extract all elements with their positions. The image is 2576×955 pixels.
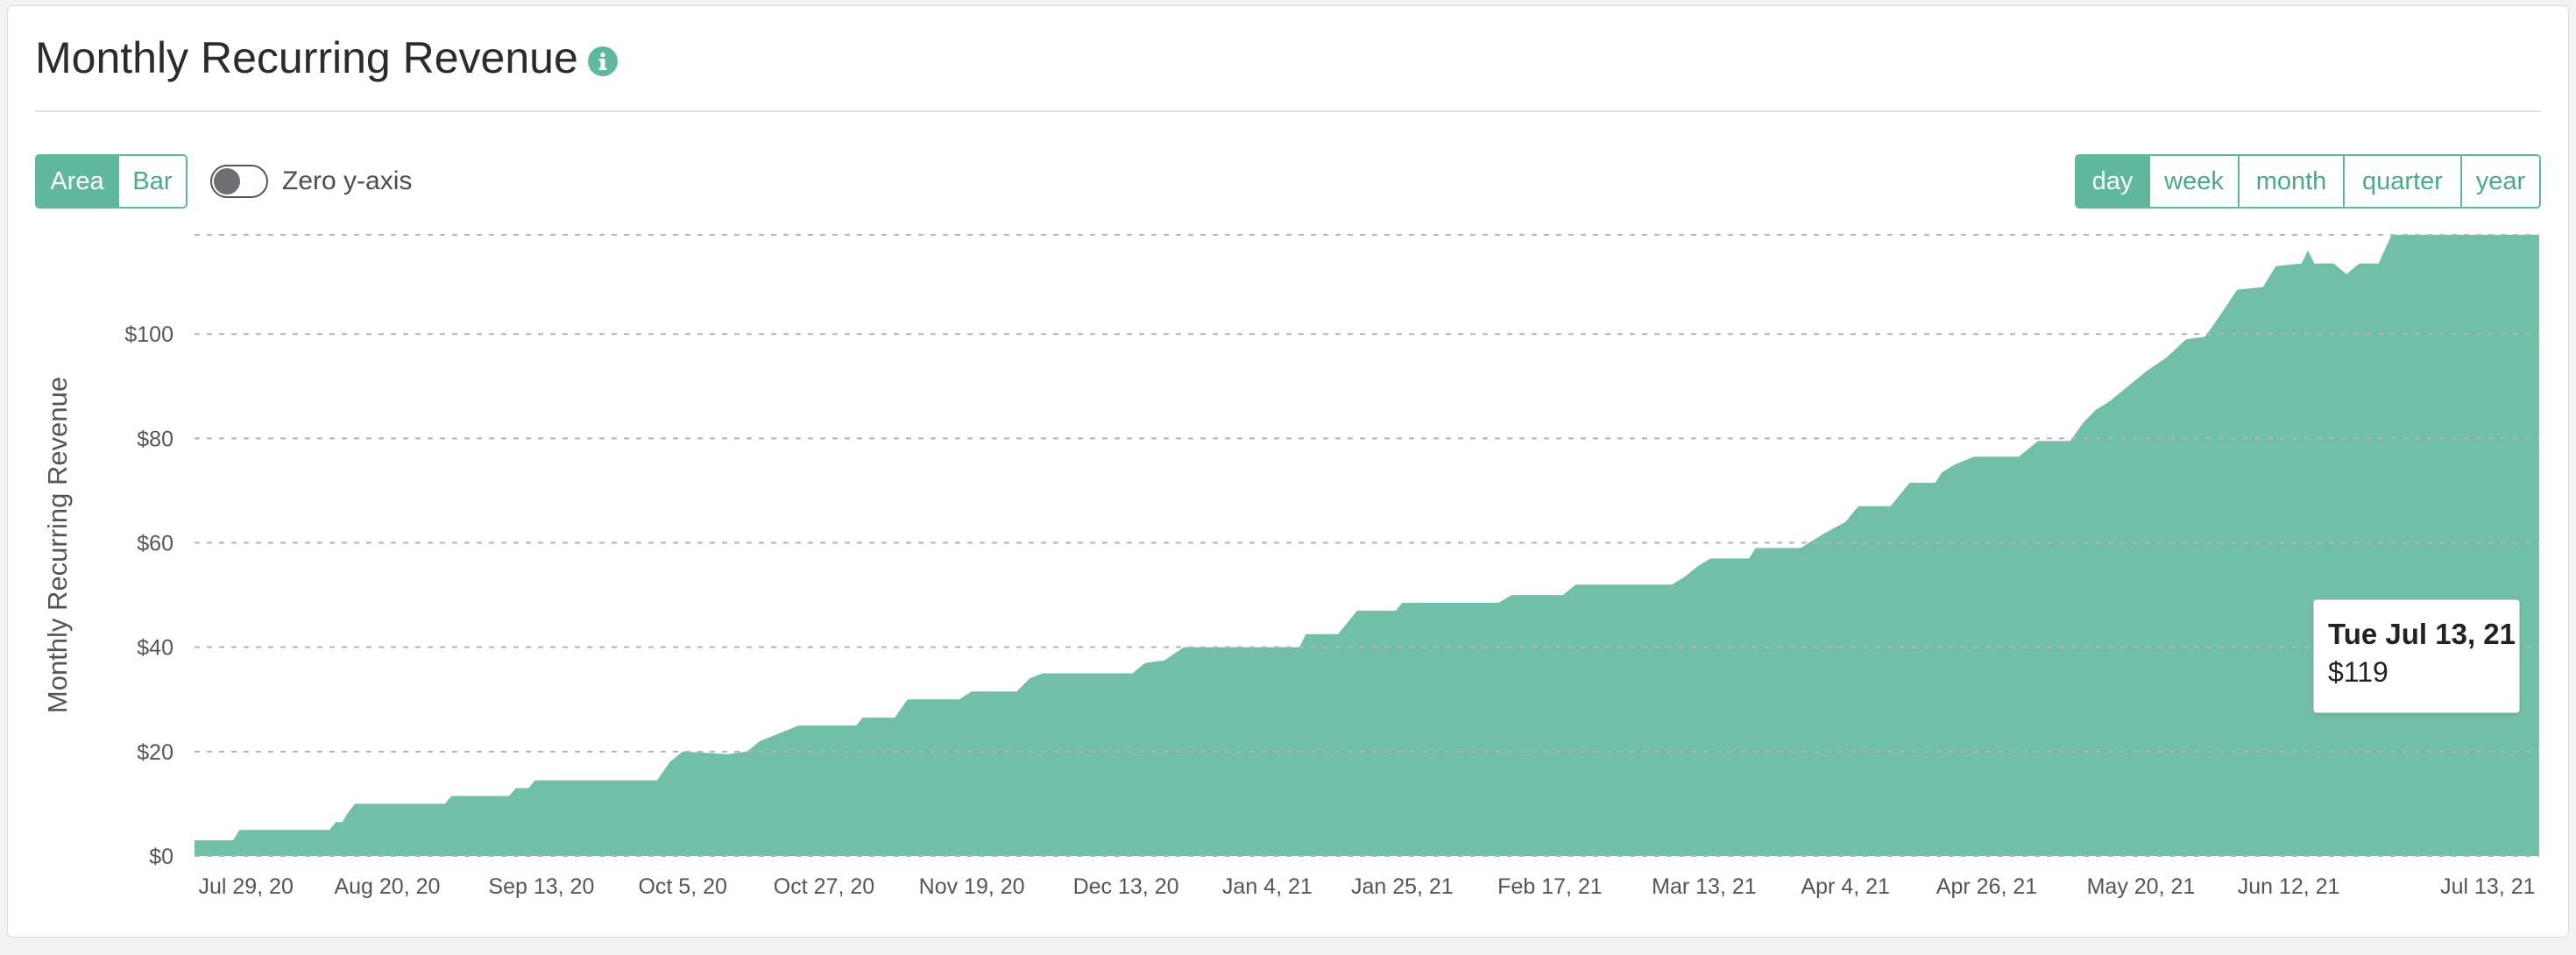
page-title: Monthly Recurring Revenue — [35, 33, 578, 82]
chart-tooltip: Tue Jul 13, 21 $119 — [2313, 599, 2520, 713]
interval-quarter-button[interactable]: quarter — [2345, 156, 2462, 207]
tooltip-value: $119 — [2328, 656, 2388, 688]
area-button[interactable]: Area — [37, 156, 119, 207]
chart-type-toggle: Area Bar — [35, 154, 188, 209]
info-icon[interactable] — [587, 46, 619, 77]
interval-year-button[interactable]: year — [2462, 156, 2539, 207]
interval-day-button[interactable]: day — [2077, 156, 2150, 207]
interval-month-button[interactable]: month — [2240, 156, 2345, 207]
interval-selector: day week month quarter year — [2075, 154, 2541, 209]
interval-week-button[interactable]: week — [2150, 156, 2240, 207]
bar-button[interactable]: Bar — [119, 156, 186, 207]
zero-y-axis-toggle[interactable] — [210, 165, 268, 198]
mrr-card — [7, 5, 2569, 937]
header-divider — [35, 110, 2541, 112]
tooltip-date: Tue Jul 13, 21 — [2328, 618, 2516, 650]
toggle-knob — [214, 168, 240, 195]
zero-y-axis-label: Zero y-axis — [282, 166, 413, 195]
